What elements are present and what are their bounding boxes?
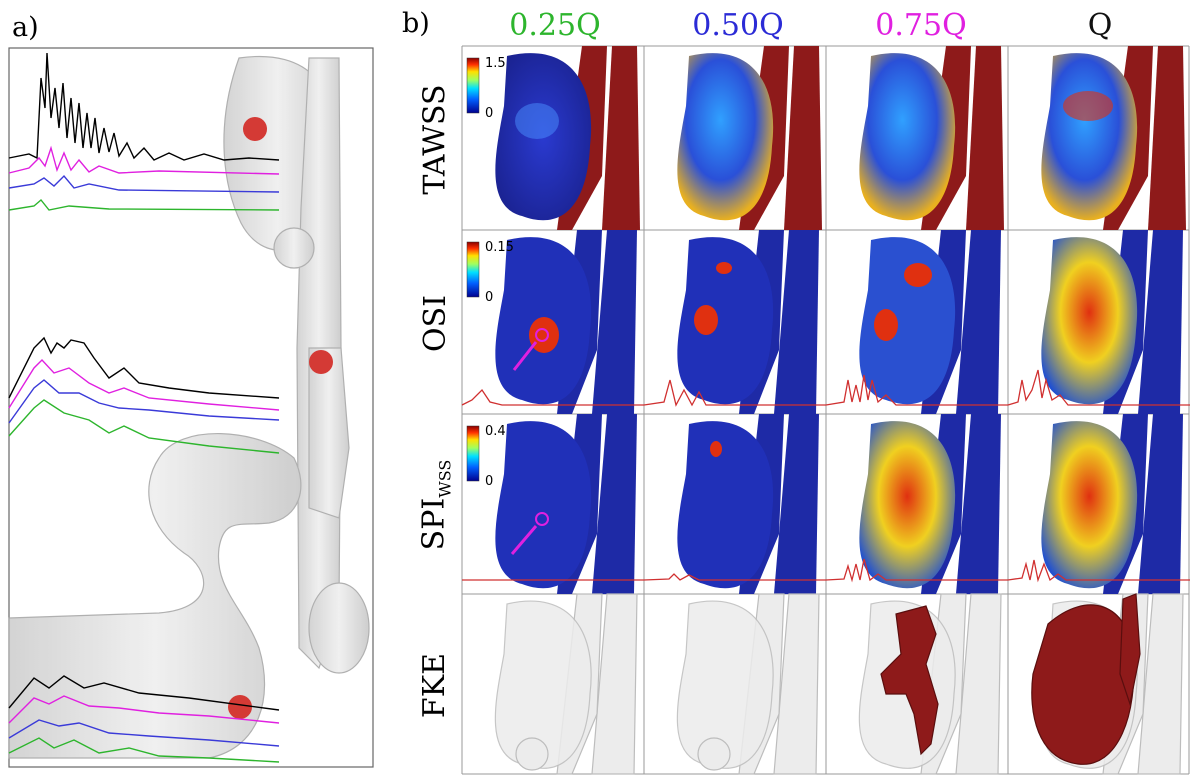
grid-lines [461, 45, 1190, 775]
velocity-traces-bottom [8, 675, 280, 763]
panel-a-label: a) [12, 12, 39, 43]
vessel-geometry [8, 56, 370, 759]
tawss-colorbar-max: 1.5 [485, 56, 506, 71]
probe-marker [228, 695, 252, 719]
velocity-traces-middle [8, 336, 280, 454]
velocity-traces-top [8, 52, 280, 211]
osi-colorbar-max: 0.15 [485, 240, 514, 255]
osi-colorbar [466, 241, 480, 298]
probe-marker [309, 350, 333, 374]
column-header-050q: 0.50Q [692, 8, 784, 43]
fke-row [494, 593, 1184, 775]
spi-row [462, 414, 1190, 594]
probe-marker [243, 117, 267, 141]
panel-a-figure [8, 47, 374, 768]
spi-colorbar-min: 0 [485, 474, 494, 489]
spi-colorbar [466, 425, 480, 482]
tawss-colorbar [466, 57, 480, 114]
tawss-colorbar-min: 0 [485, 106, 494, 121]
tawss-row [495, 46, 1186, 230]
panel-b-grid [461, 45, 1190, 775]
osi-colorbar-min: 0 [485, 290, 494, 305]
column-header-q: Q [1087, 8, 1113, 43]
panel-b-label: b) [402, 8, 430, 39]
column-header-075q: 0.75Q [875, 8, 967, 43]
spi-colorbar-max: 0.4 [485, 424, 506, 439]
column-header-025q: 0.25Q [509, 8, 601, 43]
osi-row [461, 230, 1190, 414]
